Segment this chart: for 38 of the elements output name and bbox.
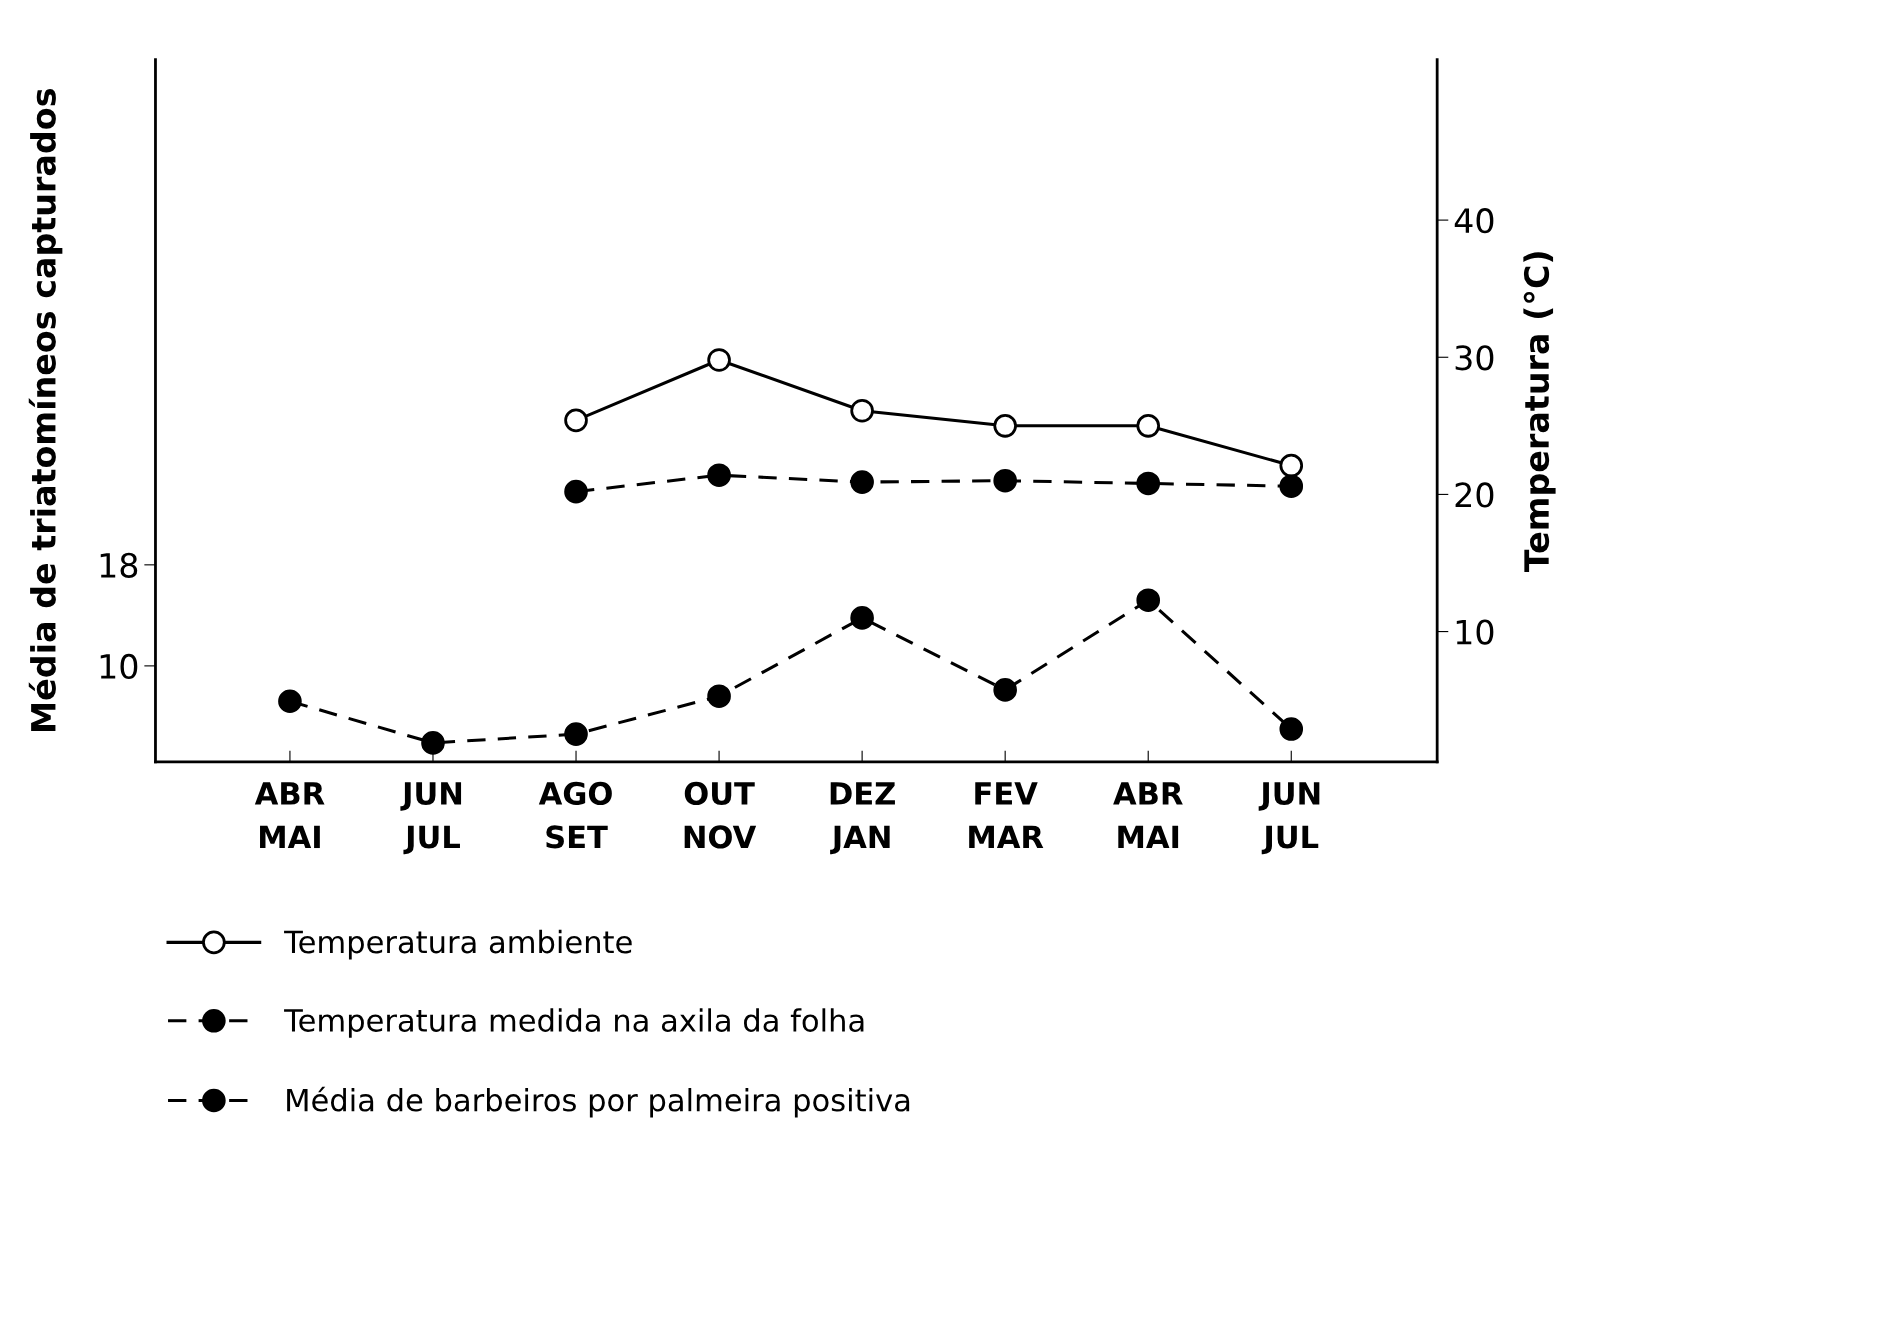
point (993, 678, 1017, 702)
point (564, 722, 588, 746)
y2-axis-title: Temperatura (°C) (1523, 252, 1556, 573)
y2-tick-label: 10 (1456, 619, 1494, 645)
point (707, 463, 731, 488)
x-tick-label: DEZ JAN (830, 782, 895, 855)
point (1136, 471, 1161, 496)
legend-label: Média de barbeiros por palmeira positiva (287, 1086, 910, 1118)
y-axis-title: Média de triatomíneos capturados (28, 89, 63, 731)
point (850, 606, 874, 630)
point (707, 348, 731, 372)
y2-tick-label: 30 (1455, 345, 1494, 371)
x-tick-label: FEV MAR (969, 782, 1044, 849)
y2-tick-label: 20 (1455, 482, 1494, 508)
x-tick-label: ABR MAI (254, 782, 325, 849)
point (1136, 588, 1161, 613)
point (1136, 414, 1161, 438)
y2-tick-label: 40 (1454, 208, 1494, 234)
x-tick-label: JUN JUL (400, 782, 462, 855)
x-tick-label: JUN JUL (1258, 782, 1320, 855)
point (850, 470, 874, 494)
x-tick-label: AGO SET (538, 781, 612, 849)
x-tick-label: OUT NOV (684, 781, 757, 849)
point (993, 468, 1017, 493)
point (850, 398, 874, 423)
point (707, 684, 731, 708)
point (1279, 453, 1304, 478)
point (278, 689, 302, 714)
legend-label: Temperatura ambiente (284, 929, 632, 960)
point (564, 408, 588, 433)
x-tick-label: ABR MAI (1113, 782, 1183, 849)
point (421, 731, 445, 755)
point (1279, 474, 1304, 498)
point (564, 479, 588, 504)
y-tick-label: 18 (100, 552, 138, 578)
point (993, 414, 1017, 438)
point (1279, 717, 1304, 741)
legend-label: Temperatura medida na axila da folha (284, 1008, 864, 1038)
